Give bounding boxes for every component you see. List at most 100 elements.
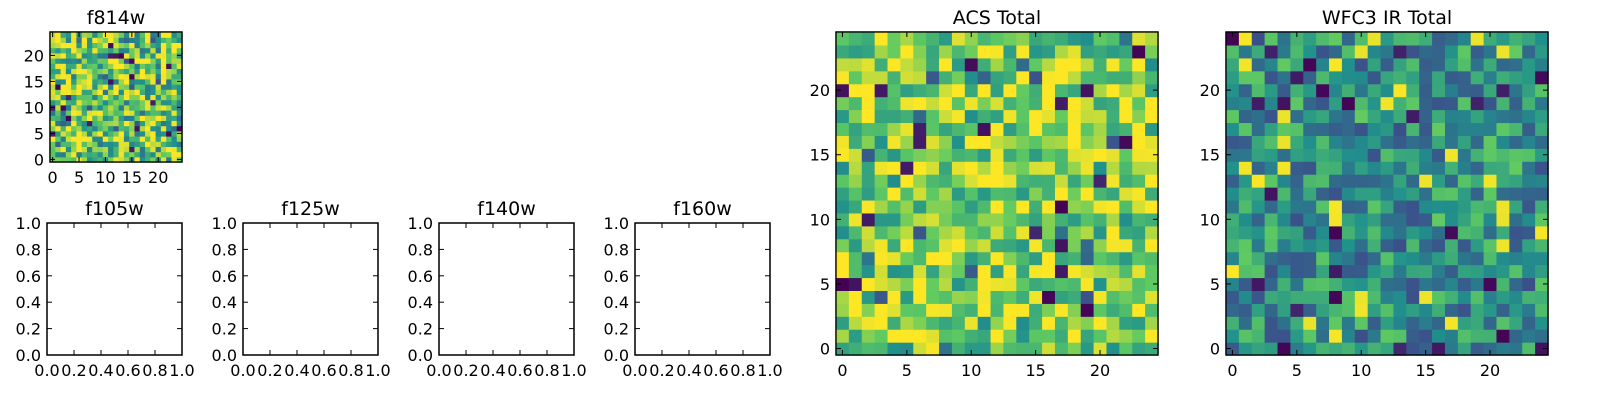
heatmap-cell: [874, 44, 889, 59]
heatmap-cell: [1444, 174, 1459, 188]
heatmap-cell: [964, 316, 979, 330]
heatmap-cell: [108, 63, 114, 69]
heatmap-cell: [836, 316, 850, 330]
heatmap-cell: [113, 110, 120, 116]
heatmap-cell: [1054, 161, 1069, 175]
heatmap-cell: [1303, 251, 1317, 266]
x-tick-label: 15: [122, 168, 142, 187]
heatmap-cell: [861, 251, 876, 266]
heatmap-cell: [71, 42, 77, 49]
heatmap-cell: [1264, 174, 1279, 188]
heatmap-cell: [134, 94, 141, 101]
heatmap-cell: [55, 47, 62, 54]
heatmap-cell: [97, 104, 104, 111]
heatmap-cell: [1054, 316, 1069, 330]
heatmap-cell: [1067, 225, 1082, 240]
heatmap-cell: [1535, 277, 1549, 291]
heatmap-cell: [71, 115, 77, 121]
heatmap-cell: [1341, 83, 1356, 98]
heatmap-cell: [1119, 135, 1133, 149]
heatmap-cell: [1054, 251, 1069, 266]
heatmap-cell: [123, 52, 130, 59]
heatmap-cell: [1354, 251, 1369, 266]
heatmap-cell: [1483, 264, 1498, 279]
heatmap-cell: [836, 212, 850, 227]
heatmap-cell: [836, 329, 850, 343]
heatmap-cell: [1029, 32, 1043, 46]
heatmap-cell: [76, 104, 83, 111]
heatmap-cell: [76, 99, 83, 106]
heatmap-cell: [836, 342, 850, 356]
heatmap-cell: [155, 84, 162, 90]
heatmap-cell: [861, 316, 876, 330]
heatmap-cell: [55, 146, 62, 153]
heatmap-cell: [913, 264, 927, 279]
heatmap-cell: [1354, 174, 1369, 188]
y-tick-label: 0.4: [604, 293, 629, 312]
heatmap-cell: [1132, 96, 1146, 111]
heatmap-cell: [108, 141, 114, 147]
heatmap-cell: [1470, 32, 1485, 46]
heatmap-cell: [887, 44, 901, 59]
heatmap-cell: [951, 290, 966, 304]
heatmap-cell: [926, 290, 940, 304]
heatmap-cell: [1277, 199, 1291, 214]
heatmap-cell: [1029, 96, 1043, 111]
heatmap-cell: [176, 146, 183, 153]
heatmap-cell: [939, 212, 953, 227]
heatmap-cell: [977, 303, 992, 317]
heatmap-cell: [1303, 109, 1317, 124]
heatmap-cell: [1303, 277, 1317, 291]
heatmap-cell: [1264, 329, 1279, 343]
heatmap-cell: [1444, 225, 1459, 240]
heatmap-cell: [86, 94, 93, 101]
heatmap-cell: [81, 63, 88, 69]
heatmap-cell: [155, 89, 162, 95]
heatmap-cell: [1238, 342, 1253, 356]
heatmap-cell: [887, 57, 901, 72]
heatmap-cell: [113, 68, 120, 75]
heatmap-cell: [145, 141, 151, 147]
x-tick-label: 15: [1415, 361, 1435, 380]
y-tick-label: 0.2: [604, 320, 629, 339]
heatmap-cell: [123, 47, 130, 54]
heatmap-cell: [92, 120, 99, 127]
heatmap-cell: [171, 115, 178, 121]
heatmap-cell: [836, 161, 850, 175]
heatmap-cell: [71, 32, 77, 38]
heatmap-cell: [1444, 290, 1459, 304]
heatmap-cell: [913, 135, 927, 149]
heatmap-cell: [102, 52, 109, 59]
heatmap-cell: [160, 156, 167, 163]
heatmap-cell: [1003, 57, 1017, 72]
heatmap-cell: [1106, 225, 1120, 240]
heatmap-cell: [1067, 277, 1082, 291]
heatmap-cell: [874, 277, 889, 291]
heatmap-cell: [939, 290, 953, 304]
heatmap-cell: [92, 78, 99, 85]
heatmap-cell: [155, 120, 162, 127]
heatmap-cell: [913, 329, 927, 343]
heatmap-cell: [50, 120, 56, 127]
heatmap-cell: [1238, 329, 1253, 343]
heatmap-cell: [1132, 148, 1146, 162]
heatmap-cell: [129, 130, 136, 137]
heatmap-cell: [1341, 342, 1356, 356]
heatmap-cell: [1054, 290, 1069, 304]
heatmap-cell: [150, 42, 157, 49]
heatmap-cell: [145, 63, 151, 69]
heatmap-cell: [1145, 290, 1159, 304]
heatmap-cell: [81, 151, 88, 158]
heatmap-cell: [92, 84, 99, 90]
heatmap-cell: [1016, 96, 1030, 111]
x-tick-label: 0.8: [338, 361, 363, 380]
heatmap-cell: [1277, 148, 1291, 162]
heatmap-cell: [139, 99, 146, 106]
heatmap-cell: [76, 141, 83, 147]
heatmap-cell: [160, 84, 167, 90]
heatmap-cell: [60, 115, 67, 121]
heatmap-cell: [926, 277, 940, 291]
heatmap-cell: [171, 141, 178, 147]
heatmap-cell: [861, 44, 876, 59]
heatmap-cell: [1444, 277, 1459, 291]
